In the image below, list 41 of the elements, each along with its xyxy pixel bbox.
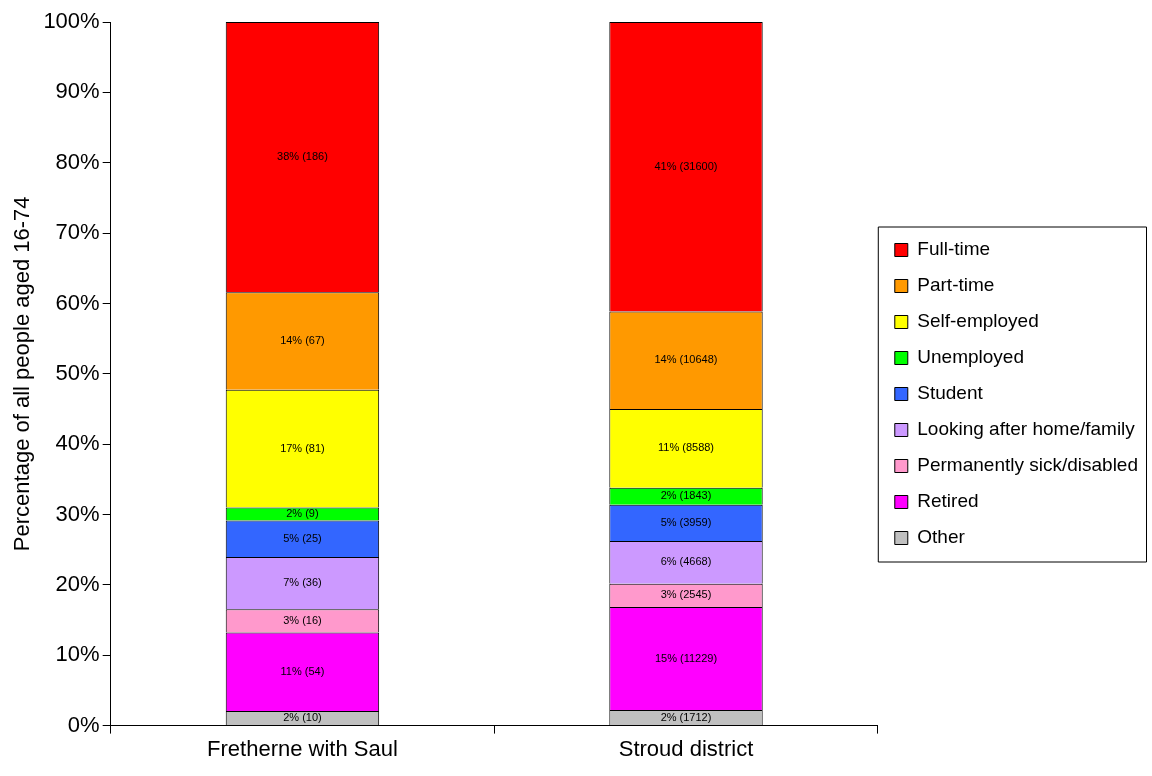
data-label: 38% (186)	[277, 150, 328, 163]
data-label: 2% (1843)	[660, 489, 712, 502]
data-label: 7% (36)	[283, 576, 322, 589]
y-tick-label: 30%	[55, 500, 100, 526]
legend-label: Permanently sick/disabled	[917, 454, 1138, 476]
x-tick-label: Fretherne with Saul	[207, 735, 398, 761]
legend-label: Retired	[917, 490, 979, 512]
data-label: 15% (11229)	[654, 651, 718, 664]
data-label: 3% (16)	[283, 613, 322, 626]
data-label: 11% (8588)	[657, 441, 715, 454]
y-tick-label: 60%	[55, 289, 100, 315]
legend-label: Unemployed	[917, 346, 1024, 368]
data-label: 6% (4668)	[660, 555, 712, 568]
data-label: 3% (2545)	[660, 588, 712, 601]
y-tick-label: 100%	[43, 8, 100, 34]
legend-label: Self-employed	[917, 310, 1039, 332]
data-label: 41% (31600)	[654, 159, 718, 172]
y-tick-label: 10%	[55, 641, 100, 667]
data-label: 2% (1712)	[660, 710, 712, 723]
data-label: 17% (81)	[280, 441, 325, 454]
data-label: 11% (54)	[280, 664, 325, 677]
data-label: 2% (10)	[283, 711, 322, 724]
data-label: 5% (3959)	[660, 515, 712, 528]
data-label: 2% (9)	[286, 506, 319, 519]
y-tick-label: 0%	[67, 711, 100, 737]
legend-label: Student	[917, 382, 984, 404]
y-tick-label: 80%	[55, 148, 100, 174]
y-tick-label: 90%	[55, 78, 100, 104]
y-tick-label: 20%	[55, 570, 100, 596]
legend-label: Other	[917, 526, 966, 548]
data-label: 14% (67)	[280, 333, 325, 346]
y-tick-label: 40%	[55, 430, 100, 456]
legend-label: Looking after home/family	[917, 418, 1136, 440]
y-tick-label: 70%	[55, 219, 100, 245]
y-axis-title: Percentage of all people aged 16-74	[9, 196, 35, 552]
y-tick-label: 50%	[55, 359, 100, 385]
legend-label: Full-time	[917, 238, 991, 260]
data-label: 5% (25)	[283, 531, 322, 544]
data-label: 14% (10648)	[654, 353, 718, 366]
legend-label: Part-time	[917, 274, 995, 296]
x-tick-label: Stroud district	[618, 735, 754, 761]
